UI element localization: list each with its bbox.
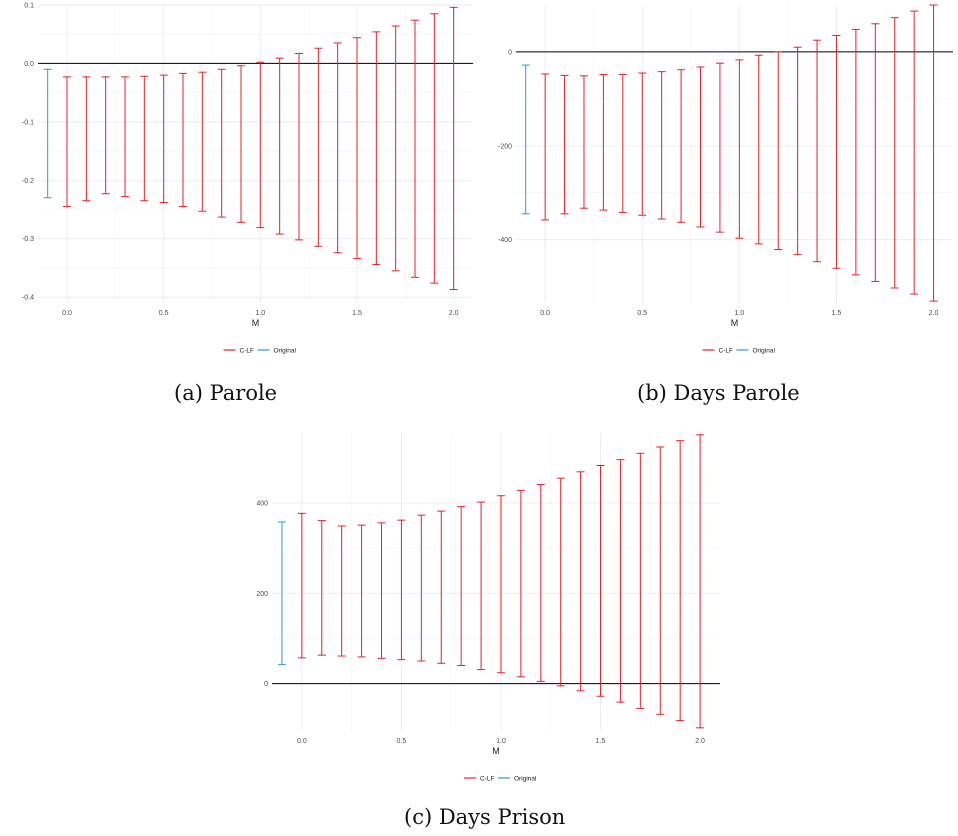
chart-panel-parole: 0.0 0.5 1.0 1.5 2.0 -0.4 -0.3 -0.2 -0.1 0.0 0.1 M C-… (0, 0, 478, 360)
x-axis-label: M (731, 318, 739, 328)
series-clf (541, 4, 938, 302)
x-tick-label: 1.5 (352, 310, 362, 317)
chart-days-prison: 0.0 0.5 1.0 1.5 2.0 0 200 400 M C-LF Original (256, 433, 720, 783)
chart-panel-days-parole: 0.0 0.5 1.0 1.5 2.0 -400 -200 0 M C-LF Original (478, 0, 958, 360)
series-clf (297, 434, 705, 729)
x-tick-label: 2.0 (929, 310, 939, 317)
caption-days-prison: (c) Days Prison (404, 805, 566, 829)
x-tick-label: 1.0 (496, 738, 506, 745)
y-tick-label: -0.2 (22, 178, 34, 185)
grid-lines (516, 5, 953, 303)
y-tick-label: 0 (508, 49, 512, 56)
y-tick-label: -0.4 (22, 295, 34, 302)
y-tick-label: 400 (256, 500, 268, 507)
x-tick-label: 0.0 (297, 738, 307, 745)
legend-label-original: Original (753, 348, 776, 355)
chart-days-parole: 0.0 0.5 1.0 1.5 2.0 -400 -200 0 M C-LF Original (498, 4, 953, 355)
y-tick-label: -0.1 (22, 119, 34, 126)
x-axis-label: M (252, 318, 260, 328)
legend: C-LF Original (702, 348, 776, 355)
y-tick-label: -200 (498, 143, 512, 150)
y-tick-label: 0.0 (24, 61, 34, 68)
caption-parole: (a) Parole (174, 381, 278, 405)
x-tick-label: 1.0 (255, 310, 265, 317)
y-tick-label: -400 (498, 237, 512, 244)
x-tick-label: 1.0 (734, 310, 744, 317)
x-tick-label: 0.0 (62, 310, 72, 317)
x-tick-label: 0.5 (159, 310, 169, 317)
legend: C-LF Original (464, 776, 537, 783)
y-tick-label: 0.1 (24, 3, 34, 10)
x-tick-label: 0.0 (540, 310, 550, 317)
x-tick-label: 2.0 (695, 738, 705, 745)
caption-days-parole: (b) Days Parole (637, 381, 800, 405)
x-tick-label: 0.5 (637, 310, 647, 317)
x-tick-label: 1.5 (596, 738, 606, 745)
grid-lines (38, 4, 473, 303)
legend: C-LF Original (223, 348, 297, 355)
series-original (521, 64, 530, 215)
series-clf (63, 6, 458, 291)
y-tick-label: -0.3 (22, 236, 34, 243)
legend-label-clf: C-LF (480, 776, 494, 783)
legend-label-original: Original (514, 776, 537, 783)
x-tick-label: 0.5 (397, 738, 407, 745)
y-tick-label: 0 (264, 681, 268, 688)
x-axis-label: M (492, 746, 500, 756)
x-tick-label: 2.0 (449, 310, 459, 317)
y-tick-label: 200 (256, 591, 268, 598)
chart-parole: 0.0 0.5 1.0 1.5 2.0 -0.4 -0.3 -0.2 -0.1 0.0 0.1 M C-… (22, 3, 473, 355)
legend-label-clf: C-LF (719, 348, 733, 355)
chart-panel-days-prison: 0.0 0.5 1.0 1.5 2.0 0 200 400 M C-LF Original (240, 428, 720, 788)
legend-label-clf: C-LF (240, 348, 254, 355)
grid-lines (272, 433, 720, 731)
series-original (43, 68, 52, 199)
x-tick-label: 1.5 (832, 310, 842, 317)
series-original (277, 521, 286, 666)
legend-label-original: Original (274, 348, 297, 355)
